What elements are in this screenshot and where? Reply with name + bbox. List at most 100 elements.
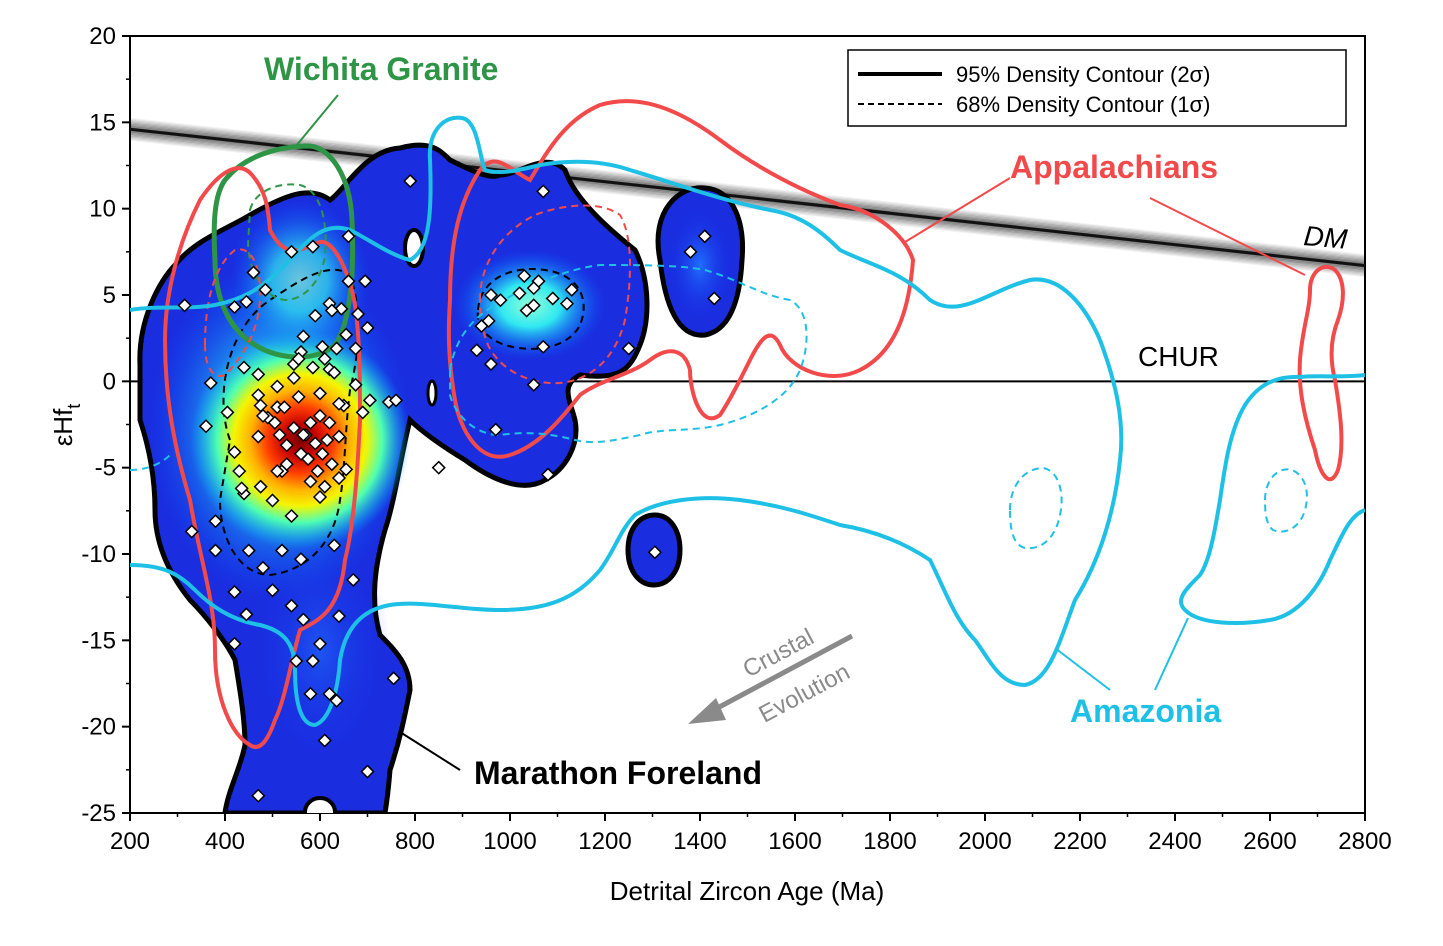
wichita-leader xyxy=(295,94,339,147)
data-point xyxy=(227,636,242,651)
data-point xyxy=(331,429,347,444)
data-point xyxy=(315,339,330,354)
amazonia-68-mid xyxy=(449,263,808,444)
data-point xyxy=(324,457,339,472)
legend-entry-95: 95% Density Contour (2σ) xyxy=(956,62,1210,87)
dm-band-line xyxy=(130,117,1365,256)
wichita-label: Wichita Granite xyxy=(264,51,498,87)
data-point xyxy=(312,636,328,651)
data-point xyxy=(255,408,271,423)
data-point xyxy=(286,370,301,385)
dm-label: DM xyxy=(1302,220,1349,255)
dm-band-line xyxy=(130,132,1365,270)
data-point xyxy=(331,609,347,624)
data-point xyxy=(239,607,254,622)
data-point xyxy=(296,427,311,442)
appalachian-95-west xyxy=(162,166,363,749)
data-point xyxy=(286,420,301,436)
data-point xyxy=(559,296,575,311)
data-point xyxy=(317,479,332,494)
y-tick-label: -5 xyxy=(95,455,116,482)
y-tick-label: 0 xyxy=(103,368,116,395)
kde-lobe-1400 xyxy=(665,205,735,325)
data-point xyxy=(362,393,377,408)
dm-line xyxy=(130,127,1365,268)
data-point xyxy=(536,339,551,354)
y-tick-label: -10 xyxy=(81,541,116,568)
leader-lines xyxy=(295,94,1306,771)
data-point xyxy=(227,445,242,460)
data-point xyxy=(284,598,299,613)
data-point xyxy=(331,396,347,411)
data-point xyxy=(512,286,527,301)
y-axis: 20 15 10 5 0 -5 -10 -15 -20 -25 xyxy=(81,23,130,827)
dm-band-line xyxy=(130,122,1365,261)
points-layer xyxy=(177,173,722,803)
data-point xyxy=(251,367,266,382)
amazonia-95-upper xyxy=(130,115,1124,728)
data-point xyxy=(291,389,306,404)
data-point xyxy=(277,400,292,415)
data-point xyxy=(683,244,698,259)
data-point xyxy=(184,524,199,539)
data-point xyxy=(253,479,268,494)
dm-band-line xyxy=(130,121,1365,260)
svg-text:εHft: εHft xyxy=(48,404,84,447)
data-point xyxy=(526,377,541,392)
crustal-arrow-shaft xyxy=(708,633,854,715)
data-point xyxy=(258,282,273,297)
data-point xyxy=(303,686,318,701)
data-point xyxy=(208,543,223,558)
data-point xyxy=(545,291,560,306)
data-point xyxy=(320,432,335,448)
data-point xyxy=(348,341,363,356)
x-tick-label: 1200 xyxy=(578,828,631,855)
data-point xyxy=(346,572,361,587)
data-point xyxy=(350,306,366,322)
data-point xyxy=(227,300,242,315)
data-point xyxy=(647,545,662,560)
dm-band-line xyxy=(130,120,1365,258)
data-point xyxy=(291,351,306,366)
appalachians-label: Appalachians xyxy=(1010,149,1218,185)
y-tick-label: 10 xyxy=(89,196,116,223)
x-tick-label: 2200 xyxy=(1053,828,1106,855)
x-tick-label: 800 xyxy=(395,828,435,855)
data-point xyxy=(329,341,344,356)
data-point xyxy=(317,351,332,366)
data-point xyxy=(284,244,299,259)
data-point xyxy=(177,298,192,313)
data-point xyxy=(272,427,287,442)
data-point xyxy=(279,438,294,453)
amazonia-contours xyxy=(130,115,1365,728)
data-point xyxy=(339,327,354,342)
data-point xyxy=(339,462,354,477)
x-tick-label: 2800 xyxy=(1338,828,1391,855)
data-point xyxy=(526,281,541,296)
appalachian-95-mid xyxy=(446,99,916,459)
x-tick-label: 1800 xyxy=(863,828,916,855)
data-point xyxy=(239,294,254,309)
x-tick-label: 2400 xyxy=(1148,828,1201,855)
data-point xyxy=(270,379,285,394)
data-point xyxy=(322,415,337,430)
data-point xyxy=(303,415,318,430)
data-point xyxy=(305,360,320,375)
dm-band-line xyxy=(130,123,1365,262)
data-point xyxy=(358,274,373,289)
appalachian-95-east xyxy=(1297,264,1345,482)
data-point xyxy=(208,514,223,529)
data-point xyxy=(488,422,503,437)
y-tick-label: -15 xyxy=(81,627,116,654)
data-point xyxy=(296,329,311,344)
y-tick-label: 5 xyxy=(103,282,116,309)
data-point xyxy=(251,388,266,403)
amazonia-68-2100 xyxy=(1008,466,1063,550)
x-tick-label: 2000 xyxy=(958,828,1011,855)
data-point xyxy=(308,308,323,323)
amazonia-leader-east xyxy=(1154,617,1189,691)
y-axis-title-base: εHf xyxy=(48,408,78,446)
data-point xyxy=(540,467,556,482)
data-point xyxy=(329,693,344,708)
x-tick-label: 2600 xyxy=(1243,828,1296,855)
